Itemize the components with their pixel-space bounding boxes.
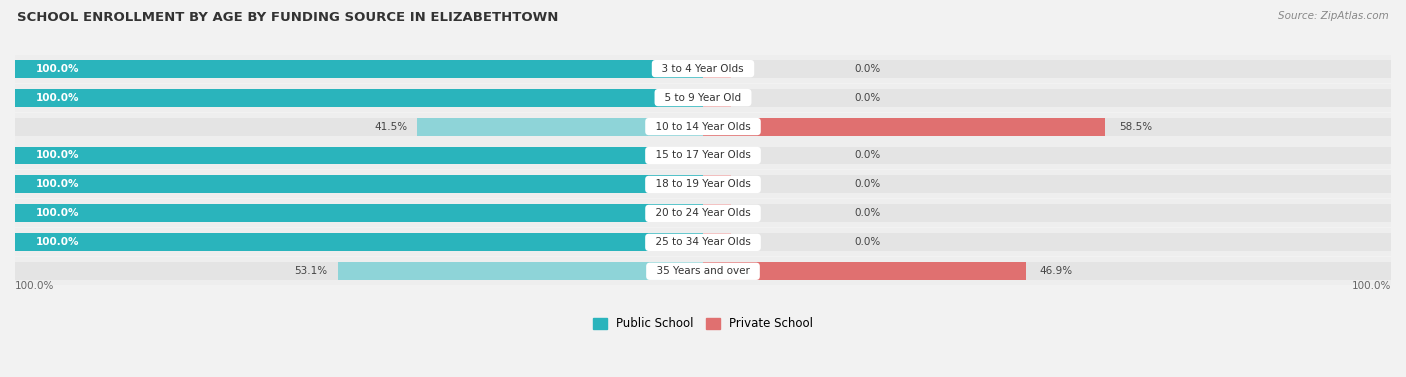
Bar xyxy=(15,262,703,280)
Bar xyxy=(15,89,703,107)
Bar xyxy=(703,262,1025,280)
Text: 5 to 9 Year Old: 5 to 9 Year Old xyxy=(658,93,748,103)
Bar xyxy=(15,118,703,135)
Bar xyxy=(15,60,703,78)
Bar xyxy=(15,147,703,164)
Text: 100.0%: 100.0% xyxy=(35,208,79,218)
Text: 3 to 4 Year Olds: 3 to 4 Year Olds xyxy=(655,64,751,74)
Bar xyxy=(703,233,1391,251)
Bar xyxy=(15,55,1391,83)
Text: 0.0%: 0.0% xyxy=(855,238,880,247)
Text: 100.0%: 100.0% xyxy=(35,150,79,161)
Bar xyxy=(703,204,1391,222)
Bar xyxy=(703,175,1391,193)
Bar xyxy=(703,147,1391,164)
Bar xyxy=(15,147,703,164)
Bar xyxy=(337,262,703,280)
Bar xyxy=(15,60,703,78)
Legend: Public School, Private School: Public School, Private School xyxy=(593,317,813,330)
Text: 15 to 17 Year Olds: 15 to 17 Year Olds xyxy=(648,150,758,161)
Bar xyxy=(15,204,703,222)
Text: 100.0%: 100.0% xyxy=(35,179,79,190)
Text: SCHOOL ENROLLMENT BY AGE BY FUNDING SOURCE IN ELIZABETHTOWN: SCHOOL ENROLLMENT BY AGE BY FUNDING SOUR… xyxy=(17,11,558,24)
Text: 0.0%: 0.0% xyxy=(855,64,880,74)
Text: 53.1%: 53.1% xyxy=(294,266,328,276)
Text: 0.0%: 0.0% xyxy=(855,150,880,161)
Text: 10 to 14 Year Olds: 10 to 14 Year Olds xyxy=(650,121,756,132)
Bar xyxy=(703,89,1391,107)
Bar xyxy=(703,89,731,107)
Text: 46.9%: 46.9% xyxy=(1039,266,1073,276)
Bar xyxy=(703,147,731,164)
Bar xyxy=(15,233,703,251)
Bar xyxy=(15,199,1391,227)
Bar xyxy=(703,204,731,222)
Text: 0.0%: 0.0% xyxy=(855,208,880,218)
Bar xyxy=(15,175,703,193)
Text: 41.5%: 41.5% xyxy=(374,121,408,132)
Bar xyxy=(15,89,703,107)
Text: Source: ZipAtlas.com: Source: ZipAtlas.com xyxy=(1278,11,1389,21)
Bar xyxy=(15,204,703,222)
Bar xyxy=(15,257,1391,285)
Text: 20 to 24 Year Olds: 20 to 24 Year Olds xyxy=(650,208,756,218)
Text: 0.0%: 0.0% xyxy=(855,179,880,190)
Bar xyxy=(703,233,731,251)
Text: 18 to 19 Year Olds: 18 to 19 Year Olds xyxy=(648,179,758,190)
Text: 25 to 34 Year Olds: 25 to 34 Year Olds xyxy=(648,238,758,247)
Text: 100.0%: 100.0% xyxy=(1351,281,1391,291)
Bar xyxy=(703,118,1105,135)
Bar xyxy=(15,112,1391,141)
Text: 0.0%: 0.0% xyxy=(855,93,880,103)
Bar xyxy=(703,175,731,193)
Bar xyxy=(418,118,703,135)
Text: 100.0%: 100.0% xyxy=(15,281,55,291)
Bar xyxy=(15,228,1391,256)
Text: 100.0%: 100.0% xyxy=(35,238,79,247)
Bar xyxy=(15,170,1391,198)
Bar xyxy=(15,141,1391,170)
Bar xyxy=(703,118,1391,135)
Bar xyxy=(703,60,731,78)
Text: 35 Years and over: 35 Years and over xyxy=(650,266,756,276)
Bar xyxy=(703,262,1391,280)
Bar xyxy=(15,84,1391,112)
Bar xyxy=(15,175,703,193)
Bar xyxy=(703,60,1391,78)
Text: 100.0%: 100.0% xyxy=(35,93,79,103)
Bar xyxy=(15,233,703,251)
Text: 100.0%: 100.0% xyxy=(35,64,79,74)
Text: 58.5%: 58.5% xyxy=(1119,121,1153,132)
